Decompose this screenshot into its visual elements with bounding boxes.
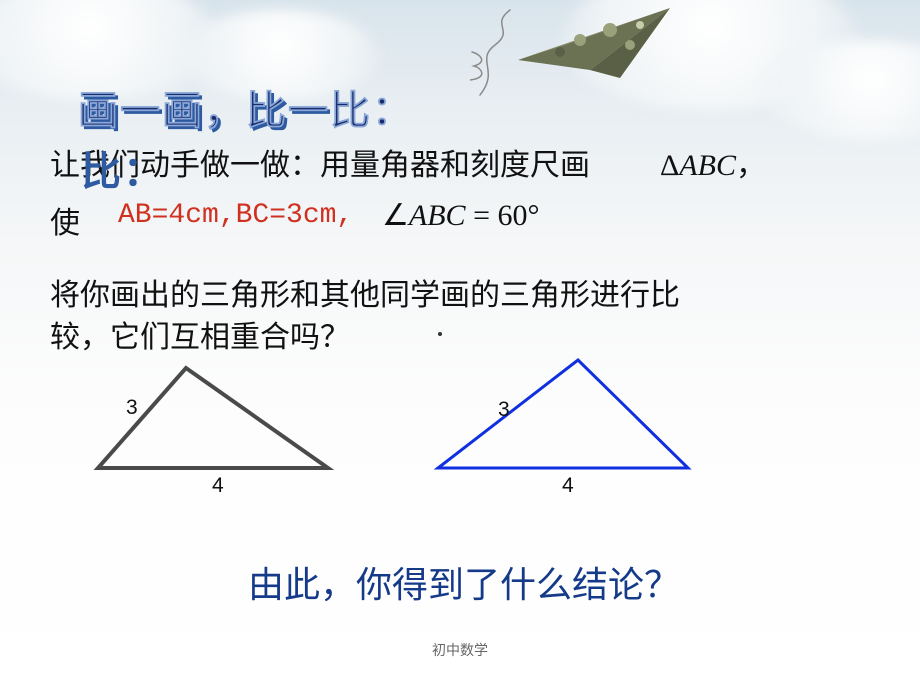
slide-title: 画一画，比一比： 画一画，比一比： xyxy=(78,78,414,136)
left-tri-label-4: 4 xyxy=(212,474,224,498)
paper-plane-icon xyxy=(470,0,700,110)
footer-text: 初中数学 xyxy=(432,644,488,659)
line3b-text: 较，它们互相重合吗？ xyxy=(50,321,350,354)
delta-symbol: Δ xyxy=(660,149,679,182)
right-tri-label-4: 4 xyxy=(562,474,574,498)
conclusion-text: 由此，你得到了什么结论？ xyxy=(248,565,680,605)
title-front: 画一画，比一比： xyxy=(78,88,414,133)
bullet-dot xyxy=(438,332,442,336)
instruction-line-1-math: ΔABC， xyxy=(660,140,766,184)
angle-eq: = 60° xyxy=(466,199,540,232)
angle-abc: ABC xyxy=(409,199,466,232)
cloud xyxy=(760,40,920,140)
line2-shi: 使 xyxy=(50,207,80,240)
angle-symbol: ∠ xyxy=(382,199,409,232)
triangle-right xyxy=(438,360,688,468)
measures-red: AB=4cm,BC=3cm, xyxy=(118,200,353,231)
footer-subject: 初中数学 xyxy=(432,640,488,660)
line3a-text: 将你画出的三角形和其他同学画的三角形进行比 xyxy=(50,279,680,312)
instruction-line-3a: 将你画出的三角形和其他同学画的三角形进行比 xyxy=(50,270,680,314)
right-tri-label-3: 3 xyxy=(498,398,510,422)
left-tri-label-3: 3 xyxy=(126,396,138,420)
instruction-line-2-measures: AB=4cm,BC=3cm, xyxy=(118,200,353,231)
instruction-line-3b: 较，它们互相重合吗？ xyxy=(50,312,350,356)
instruction-line-2-angle: ∠ABC = 60° xyxy=(382,198,540,233)
comma-1: ， xyxy=(736,149,766,182)
triangle-abc: ABC xyxy=(679,149,736,182)
conclusion-question: 由此，你得到了什么结论？ xyxy=(248,556,680,608)
instruction-line-2-prefix: 使 xyxy=(50,198,80,242)
cloud xyxy=(560,0,860,110)
